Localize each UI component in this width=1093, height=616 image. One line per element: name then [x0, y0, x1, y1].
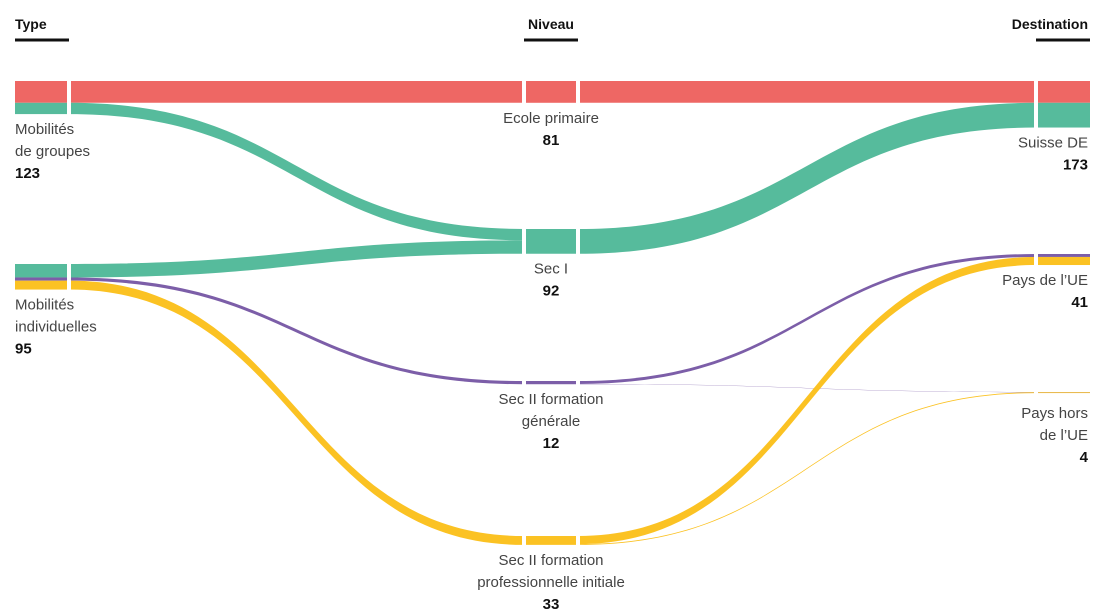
node-gap-1	[522, 60, 526, 570]
node-segment-suisse-primaire	[1036, 81, 1090, 103]
node-label-line: Suisse DE	[1018, 135, 1088, 152]
node-segment-individuelles-sec2gen	[15, 277, 69, 281]
node-label-line: Mobilités	[15, 297, 74, 314]
node-segment-suisse-sec1	[1036, 102, 1090, 128]
node-label-line: générale	[522, 413, 580, 430]
node-value: 12	[543, 435, 560, 452]
node-primaire	[524, 81, 578, 103]
node-label-line: Sec II formation	[498, 552, 603, 569]
node-sec2pro	[524, 536, 578, 545]
link-sec2pro-horsue	[578, 392, 1036, 545]
node-segment-horsue-sec2pro	[1036, 392, 1090, 394]
link-primaire-suisse	[578, 81, 1036, 103]
node-value: 81	[543, 132, 560, 149]
node-value: 4	[1080, 449, 1089, 466]
node-label-line: Mobilités	[15, 121, 74, 138]
node-segment-ue-sec2gen	[1036, 254, 1090, 257]
node-label-line: Pays hors	[1021, 405, 1088, 422]
link-sec2pro-ue	[578, 256, 1036, 545]
link-sec2gen-horsue	[578, 383, 1036, 393]
node-gap-0	[67, 60, 71, 570]
node-value: 92	[543, 283, 560, 300]
links-layer	[69, 81, 1036, 545]
label-type-individuelles: Mobilités individuelles 95	[15, 297, 97, 358]
node-label-line: de l’UE	[1040, 427, 1088, 444]
node-segment-individuelles-sec1	[15, 264, 69, 278]
node-segment-groupes-sec1	[15, 102, 69, 115]
node-value: 123	[15, 165, 40, 182]
node-label-line: Ecole primaire	[503, 110, 599, 127]
node-label-line: Pays de l’UE	[1002, 272, 1088, 289]
labels-layer: Mobilités de groupes 123 Mobilités individue…	[15, 110, 1089, 613]
label-destination-ue: Pays de l’UE 41	[1002, 272, 1088, 311]
link-groupes-primaire	[69, 81, 524, 103]
label-niveau-sec2gen: Sec II formation générale 12	[498, 391, 603, 452]
node-label-line: individuelles	[15, 319, 97, 336]
nodes-layer	[15, 60, 1090, 570]
node-gap-3	[1034, 60, 1038, 570]
label-niveau-sec2pro: Sec II formation professionnelle initiale…	[477, 552, 625, 613]
link-groupes-sec1	[69, 102, 524, 241]
node-value: 173	[1063, 157, 1088, 174]
node-sec2gen	[524, 381, 578, 385]
column-title-type: Type	[15, 16, 47, 32]
column-headers: Type Niveau Destination	[15, 16, 1090, 42]
link-individuelles-sec2pro	[69, 280, 524, 545]
node-segment-individuelles-sec2pro	[15, 280, 69, 290]
node-value: 33	[543, 596, 560, 613]
link-individuelles-sec1	[69, 240, 524, 278]
link-sec1-suisse	[578, 102, 1036, 254]
node-value: 95	[15, 341, 32, 358]
column-title-niveau: Niveau	[528, 16, 574, 32]
node-segment-groupes-primaire	[15, 81, 69, 103]
node-label-line: de groupes	[15, 143, 90, 160]
node-label-line: professionnelle initiale	[477, 574, 625, 591]
label-destination-horsue: Pays hors de l’UE 4	[1021, 405, 1088, 466]
link-sec2gen-ue	[578, 254, 1036, 384]
label-type-groupes: Mobilités de groupes 123	[15, 121, 90, 182]
column-title-destination: Destination	[1012, 16, 1088, 32]
node-label-line: Sec I	[534, 261, 568, 278]
node-gap-2	[576, 60, 580, 570]
node-label-line: Sec II formation	[498, 391, 603, 408]
label-niveau-sec1: Sec I 92	[534, 261, 568, 300]
label-niveau-primaire: Ecole primaire 81	[503, 110, 599, 149]
link-individuelles-sec2gen	[69, 277, 524, 385]
node-value: 41	[1071, 294, 1088, 311]
node-segment-ue-sec2pro	[1036, 256, 1090, 266]
label-destination-suisse: Suisse DE 173	[1018, 135, 1088, 174]
node-sec1	[524, 229, 578, 254]
